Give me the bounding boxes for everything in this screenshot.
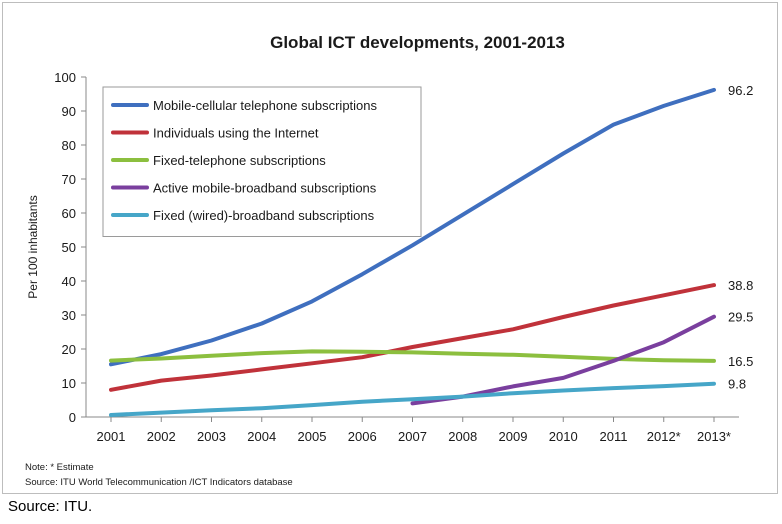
line-chart: Global ICT developments, 2001-2013 0 10 20 3… [25, 33, 753, 488]
x-tick-label: 2010 [549, 429, 578, 444]
y-tick-label: 10 [62, 376, 76, 391]
legend-entry: Individuals using the Internet [153, 126, 319, 141]
series-end-label-2: 38.8 [728, 278, 753, 293]
y-axis-label: Per 100 inhabitants [26, 195, 40, 298]
y-tick-label: 90 [62, 104, 76, 119]
y-tick-label: 20 [62, 342, 76, 357]
chart-frame: Global ICT developments, 2001-2013 0 10 20 3… [2, 2, 778, 494]
chart-title: Global ICT developments, 2001-2013 [270, 33, 565, 52]
x-tick-label: 2008 [448, 429, 477, 444]
chart-note: Source: ITU World Telecommunication /ICT… [25, 477, 293, 488]
series-line-5 [109, 381, 716, 417]
chart-note: Note: * Estimate [25, 462, 94, 473]
y-tick-label: 0 [69, 410, 76, 425]
x-tick-label: 2007 [398, 429, 427, 444]
x-tick-label: 2004 [247, 429, 276, 444]
y-tick-label: 60 [62, 206, 76, 221]
series-end-label-5: 9.8 [728, 377, 746, 392]
y-tick-label: 30 [62, 308, 76, 323]
legend-entry: Active mobile-broadband subscriptions [153, 181, 377, 196]
y-tick-label: 40 [62, 274, 76, 289]
series-line-1 [109, 87, 716, 367]
legend-entry: Fixed-telephone subscriptions [153, 153, 326, 168]
y-tick-label: 80 [62, 138, 76, 153]
x-tick-label: 2011 [600, 429, 628, 444]
x-tick-label: 2012* [647, 429, 681, 444]
series-end-label-3: 16.5 [728, 354, 753, 369]
legend-entry: Mobile-cellular telephone subscriptions [153, 98, 378, 113]
y-tick-label: 100 [54, 70, 76, 85]
x-tick-label: 2013* [697, 429, 731, 444]
x-tick-label: 2005 [298, 429, 327, 444]
x-tick-label: 2003 [197, 429, 226, 444]
y-tick-label: 70 [62, 172, 76, 187]
x-tick-label: 2006 [348, 429, 377, 444]
image-source-caption: Source: ITU. [8, 498, 93, 515]
y-tick-label: 50 [62, 240, 76, 255]
legend-entry: Fixed (wired)-broadband subscriptions [153, 208, 375, 223]
legend-box [102, 86, 422, 237]
series-end-label-4: 29.5 [728, 310, 753, 325]
series-end-label-1: 96.2 [728, 83, 753, 98]
series-line-2 [109, 283, 716, 392]
x-tick-label: 2009 [499, 429, 528, 444]
x-tick-label: 2002 [147, 429, 176, 444]
x-tick-label: 2001 [97, 429, 126, 444]
